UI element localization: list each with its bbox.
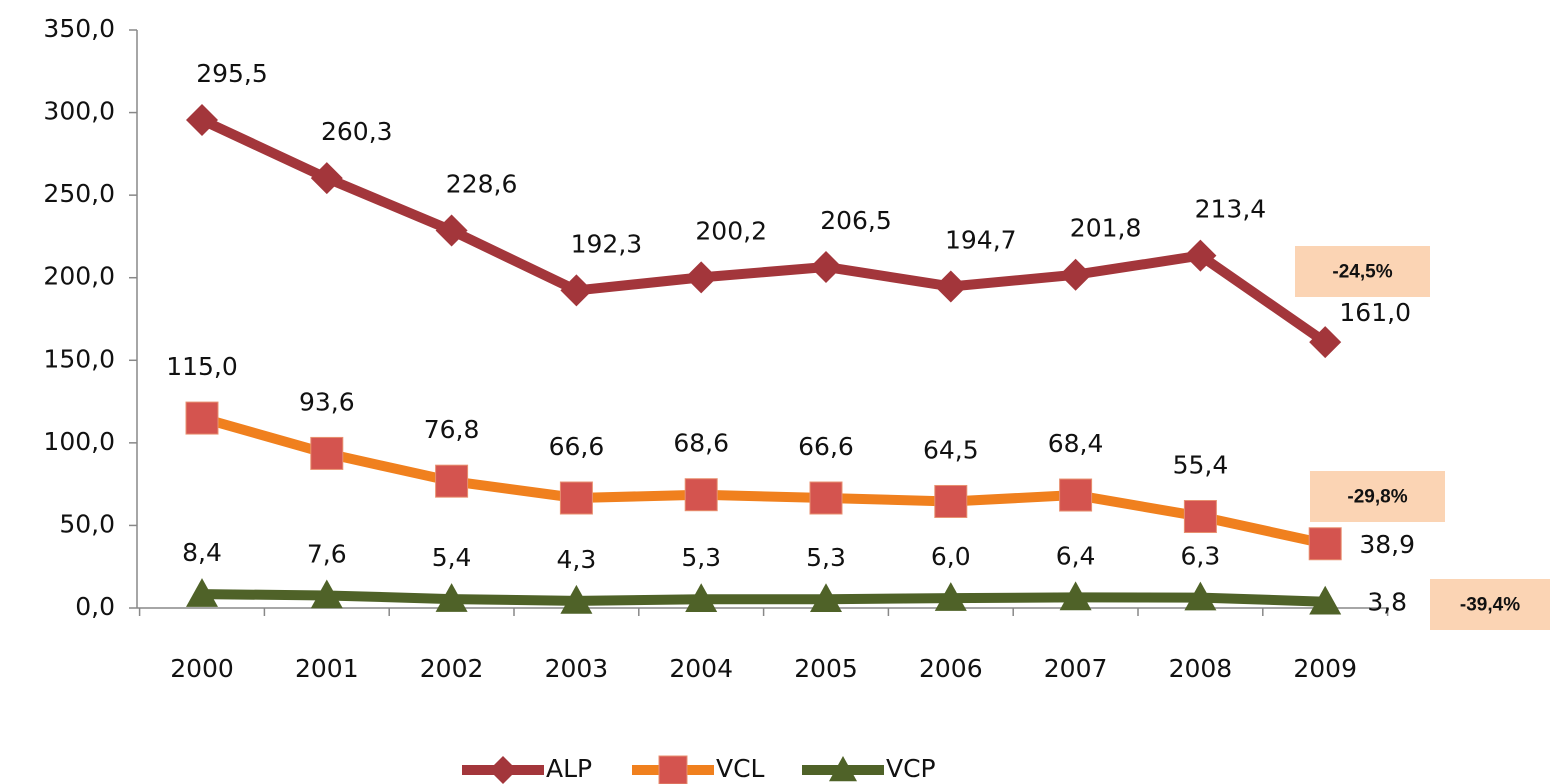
y-tick-label: 100,0 xyxy=(43,427,115,456)
x-tick-label: 2003 xyxy=(545,654,609,683)
data-point xyxy=(186,104,218,137)
data-point xyxy=(685,261,718,294)
x-tick-label: 2004 xyxy=(669,654,733,683)
data-point xyxy=(310,579,343,609)
x-tick-label: 2007 xyxy=(1044,654,1108,683)
data-point xyxy=(1183,500,1217,534)
annotation: -29,8% xyxy=(1347,487,1407,508)
data-label: 5,3 xyxy=(681,543,721,572)
data-label: 115,0 xyxy=(166,352,238,381)
data-label: 68,4 xyxy=(1048,429,1104,458)
legend-label: ALP xyxy=(546,754,592,783)
data-label: 260,3 xyxy=(321,117,393,146)
data-label: 194,7 xyxy=(945,225,1017,254)
data-point xyxy=(1059,258,1092,291)
data-point xyxy=(186,578,218,607)
y-tick-label: 50,0 xyxy=(59,509,115,538)
data-label: 201,8 xyxy=(1070,214,1142,243)
data-point xyxy=(1059,581,1092,611)
data-label: 55,4 xyxy=(1173,451,1229,480)
annotation-box xyxy=(1295,246,1430,297)
y-tick-label: 0,0 xyxy=(75,592,115,621)
data-point xyxy=(810,250,842,283)
data-point xyxy=(560,584,593,614)
annotation-box xyxy=(1310,471,1445,522)
data-point xyxy=(559,481,593,515)
data-label: 7,6 xyxy=(307,539,347,568)
annotation: -24,5% xyxy=(1332,262,1392,283)
annotation: -39,4% xyxy=(1460,595,1520,616)
data-label: 295,5 xyxy=(196,59,268,88)
data-label: 68,6 xyxy=(673,429,729,458)
y-tick-label: 200,0 xyxy=(43,262,115,291)
data-label: 206,5 xyxy=(820,206,892,235)
legend-marker xyxy=(489,756,517,784)
data-point xyxy=(934,270,967,303)
data-point xyxy=(1184,239,1217,272)
data-label: 8,4 xyxy=(182,538,222,567)
data-point xyxy=(1309,326,1342,359)
data-label: 6,3 xyxy=(1181,542,1221,571)
x-tick-label: 2008 xyxy=(1169,654,1233,683)
data-label: 66,6 xyxy=(798,432,854,461)
data-point xyxy=(685,583,718,613)
x-tick-label: 2009 xyxy=(1293,654,1357,683)
data-point xyxy=(310,436,344,470)
y-tick-label: 250,0 xyxy=(43,179,115,208)
data-label: 5,3 xyxy=(806,543,846,572)
data-label: 38,9 xyxy=(1359,530,1415,559)
data-label: 228,6 xyxy=(446,169,518,198)
data-label: 6,4 xyxy=(1056,541,1096,570)
data-point xyxy=(435,214,468,247)
legend-marker xyxy=(658,755,688,784)
data-label: 5,4 xyxy=(432,543,472,572)
y-tick-label: 150,0 xyxy=(43,344,115,373)
y-tick-label: 350,0 xyxy=(43,14,115,43)
data-label: 213,4 xyxy=(1195,195,1267,224)
data-label: 6,0 xyxy=(931,542,971,571)
y-tick-label: 300,0 xyxy=(43,97,115,126)
data-point xyxy=(1308,527,1342,561)
data-point xyxy=(435,583,468,612)
series-line xyxy=(201,589,1326,607)
data-point xyxy=(185,401,219,435)
data-label: 64,5 xyxy=(923,435,979,464)
data-point xyxy=(684,478,718,512)
annotation-box xyxy=(1430,579,1550,630)
x-tick-label: 2000 xyxy=(170,654,234,683)
data-label: 161,0 xyxy=(1339,298,1411,327)
x-tick-label: 2005 xyxy=(794,654,858,683)
legend-label: VCL xyxy=(716,754,765,783)
data-point xyxy=(934,484,968,518)
data-point xyxy=(1309,585,1342,615)
data-label: 3,8 xyxy=(1367,588,1407,617)
series-line xyxy=(199,115,1329,347)
data-label: 76,8 xyxy=(424,415,480,444)
data-point xyxy=(809,481,843,515)
data-label: 192,3 xyxy=(571,229,643,258)
x-tick-label: 2001 xyxy=(295,654,359,683)
data-label: 200,2 xyxy=(695,216,767,245)
data-label: 93,6 xyxy=(299,387,355,416)
data-label: 66,6 xyxy=(549,432,605,461)
data-point xyxy=(934,582,967,611)
data-point xyxy=(810,583,842,613)
legend-label: VCP xyxy=(886,754,936,783)
data-point xyxy=(560,274,593,307)
data-point xyxy=(310,162,343,195)
series-line xyxy=(200,413,1327,549)
data-point xyxy=(1059,478,1093,512)
data-point xyxy=(1184,581,1217,611)
x-tick-label: 2002 xyxy=(420,654,484,683)
legend-marker xyxy=(829,756,857,782)
x-tick-label: 2006 xyxy=(919,654,983,683)
data-point xyxy=(435,464,469,498)
data-label: 4,3 xyxy=(557,545,597,574)
